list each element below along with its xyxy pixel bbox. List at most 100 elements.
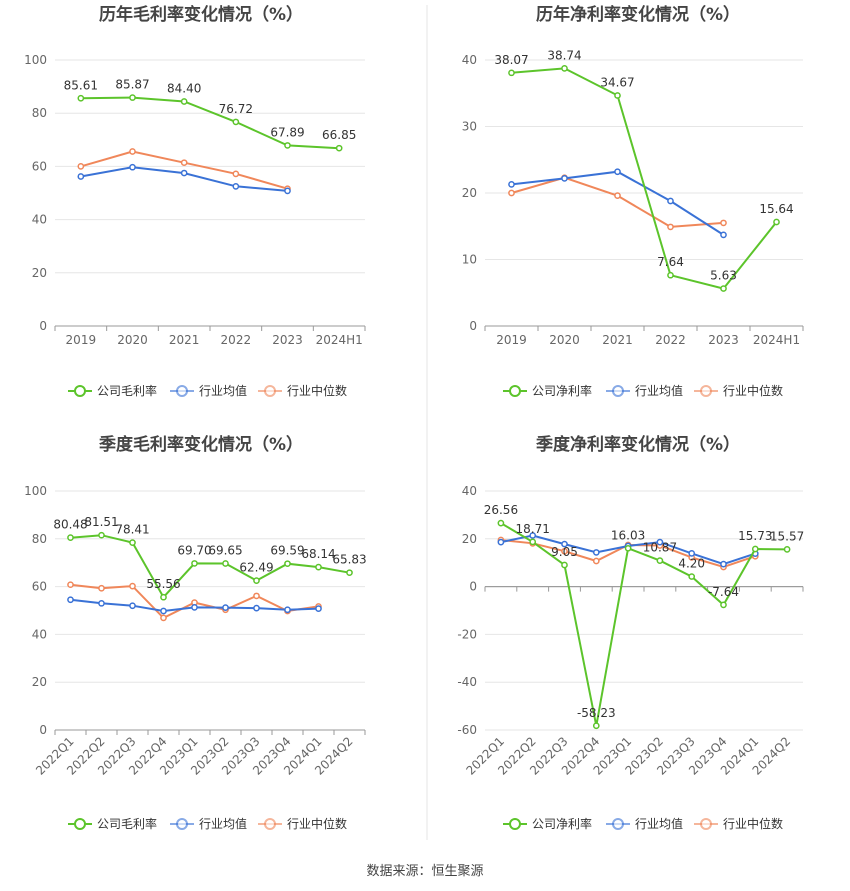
legend-swatch-marker bbox=[74, 818, 86, 830]
data-label: 16.03 bbox=[611, 528, 645, 542]
y-tick-label: 80 bbox=[32, 106, 47, 120]
data-point-industry_median bbox=[667, 223, 674, 231]
data-point-company bbox=[180, 98, 188, 105]
legend-item-industry_median: 行业中位数 bbox=[258, 816, 347, 831]
x-tick-label: 2023 bbox=[708, 333, 739, 347]
data-point-industry_avg bbox=[98, 599, 105, 607]
data-point-industry_median bbox=[77, 163, 85, 170]
data-point-industry_avg bbox=[77, 173, 85, 180]
data-label: 10.87 bbox=[643, 541, 677, 555]
data-label: -7.64 bbox=[708, 585, 739, 599]
data-point-industry_median bbox=[98, 584, 105, 592]
data-label: 81.51 bbox=[84, 515, 118, 529]
y-tick-label: 60 bbox=[32, 580, 47, 594]
data-point-company bbox=[656, 557, 664, 564]
data-label: 69.70 bbox=[177, 543, 211, 557]
legend-item-industry_avg: 行业均值 bbox=[170, 816, 247, 831]
data-point-company bbox=[77, 94, 85, 102]
data-point-company bbox=[315, 563, 322, 571]
x-tick-label: 2024H1 bbox=[753, 333, 800, 347]
data-label: 9.05 bbox=[551, 545, 578, 559]
data-label: 84.40 bbox=[167, 81, 201, 95]
data-point-company bbox=[720, 601, 727, 609]
data-point-company bbox=[284, 560, 291, 568]
data-point-industry_median bbox=[561, 547, 568, 555]
data-point-industry_median bbox=[67, 581, 74, 589]
chart-title: 历年毛利率变化情况（%） bbox=[99, 4, 303, 25]
legend-item-industry_median: 行业中位数 bbox=[258, 383, 347, 398]
data-label: -58.23 bbox=[577, 706, 616, 720]
chart-2: 季度毛利率变化情况（%）0204060801002022Q12022Q22022… bbox=[24, 434, 367, 831]
legend-swatch-marker bbox=[74, 385, 86, 397]
data-point-industry_avg bbox=[180, 169, 188, 177]
legend-item-industry_avg: 行业均值 bbox=[606, 816, 683, 831]
data-point-industry_avg bbox=[497, 538, 505, 546]
data-label: 18.71 bbox=[516, 522, 550, 536]
data-point-industry_avg bbox=[561, 175, 568, 182]
x-tick-label: 2020 bbox=[117, 333, 148, 347]
data-point-company bbox=[160, 593, 167, 601]
data-point-company bbox=[129, 94, 136, 101]
data-label: 34.67 bbox=[600, 75, 634, 89]
data-point-industry_avg bbox=[614, 168, 621, 176]
legend-item-company: 公司毛利率 bbox=[68, 816, 157, 831]
legend-label: 行业中位数 bbox=[723, 816, 783, 831]
data-label: 26.56 bbox=[484, 503, 518, 517]
legend-label: 行业均值 bbox=[635, 383, 683, 398]
legend-swatch-marker bbox=[176, 385, 188, 397]
data-label: 66.85 bbox=[322, 128, 356, 142]
data-label: 55.56 bbox=[146, 577, 180, 591]
y-tick-label: 0 bbox=[469, 580, 477, 594]
series-line-industry_median bbox=[511, 176, 724, 228]
legend-label: 公司净利率 bbox=[532, 383, 592, 398]
y-tick-label: 80 bbox=[32, 532, 47, 546]
data-point-industry_avg bbox=[667, 197, 674, 205]
y-tick-label: -40 bbox=[457, 675, 477, 689]
legend-label: 行业均值 bbox=[635, 816, 683, 831]
data-label: 15.73 bbox=[738, 529, 772, 543]
data-point-industry_avg bbox=[160, 607, 167, 615]
legend-item-company: 公司净利率 bbox=[503, 383, 592, 398]
data-point-company bbox=[222, 560, 229, 567]
y-tick-label: 30 bbox=[462, 120, 477, 134]
series-line-company bbox=[70, 534, 350, 599]
legend-label: 行业均值 bbox=[199, 816, 247, 831]
legend-label: 行业中位数 bbox=[723, 383, 783, 398]
x-tick-label: 2022 bbox=[221, 333, 252, 347]
legend-swatch-marker bbox=[176, 818, 188, 830]
data-point-company bbox=[783, 546, 791, 553]
data-label: 69.65 bbox=[208, 544, 242, 558]
data-point-company bbox=[346, 569, 353, 577]
data-point-company bbox=[232, 118, 240, 126]
legend-label: 公司毛利率 bbox=[97, 816, 157, 831]
legend-swatch-marker bbox=[700, 818, 712, 830]
data-label: 85.61 bbox=[64, 78, 98, 92]
data-label: 78.41 bbox=[115, 523, 149, 537]
y-tick-label: 100 bbox=[24, 53, 47, 67]
chart-3: 季度净利率变化情况（%）-60-40-20020402022Q12022Q220… bbox=[457, 434, 804, 831]
legend-swatch-marker bbox=[612, 385, 624, 397]
data-point-company bbox=[98, 531, 105, 539]
data-point-company bbox=[667, 271, 674, 279]
data-label: 15.64 bbox=[759, 202, 793, 216]
data-point-company bbox=[561, 561, 568, 569]
data-label: 80.48 bbox=[53, 518, 87, 532]
y-tick-label: 20 bbox=[462, 186, 477, 200]
data-point-industry_median bbox=[129, 148, 136, 155]
data-label: 76.72 bbox=[219, 102, 253, 116]
data-point-industry_avg bbox=[561, 540, 568, 548]
data-point-industry_avg bbox=[688, 550, 696, 557]
legend-swatch-marker bbox=[509, 385, 521, 397]
data-point-industry_median bbox=[160, 614, 167, 622]
data-point-company bbox=[688, 573, 696, 580]
legend-swatch-marker bbox=[700, 385, 712, 397]
y-tick-label: 0 bbox=[469, 319, 477, 333]
data-label: 4.20 bbox=[678, 557, 705, 571]
data-point-company bbox=[67, 534, 74, 542]
y-tick-label: 20 bbox=[462, 532, 477, 546]
data-point-company bbox=[191, 560, 198, 567]
legend-item-industry_avg: 行业均值 bbox=[170, 383, 247, 398]
data-point-company bbox=[561, 65, 568, 72]
